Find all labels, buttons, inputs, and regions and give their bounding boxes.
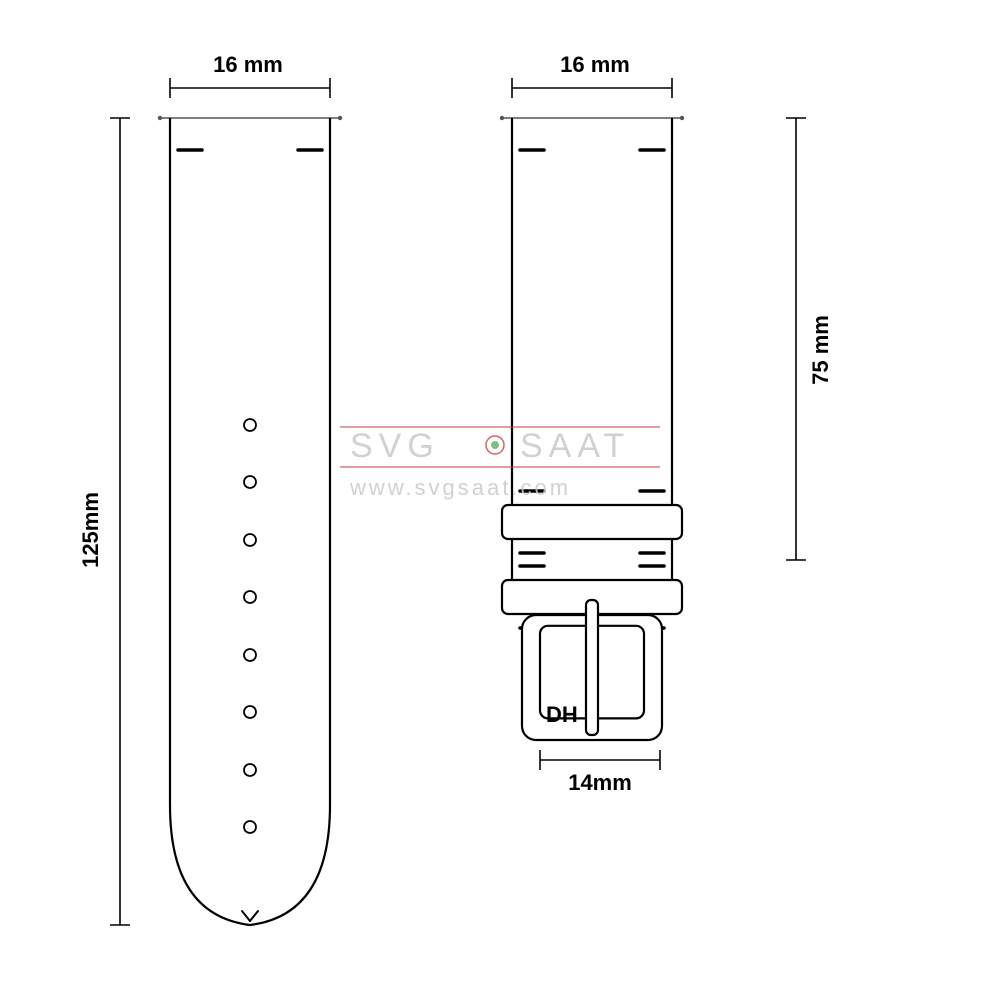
strap-keeper xyxy=(502,505,682,539)
punch-hole xyxy=(244,591,256,603)
watermark: SVG SAAT www.svgsaat.com xyxy=(340,427,660,500)
punch-hole xyxy=(244,476,256,488)
punch-hole xyxy=(244,706,256,718)
dim-long-strap-width: 16 mm xyxy=(213,52,283,77)
buckle-brand-label: DH xyxy=(546,702,578,727)
punch-hole xyxy=(244,649,256,661)
dim-long-strap-length: 125mm xyxy=(78,492,103,568)
watermark-brand-right: SAAT xyxy=(520,427,630,465)
dim-short-strap-length: 75 mm xyxy=(808,315,833,385)
long-strap xyxy=(158,116,342,925)
buckle-tongue xyxy=(586,600,598,735)
watermark-brand-left: SVG xyxy=(350,427,440,465)
punch-hole xyxy=(244,419,256,431)
buckle: DH xyxy=(522,600,662,740)
dim-buckle-width: 14mm xyxy=(568,770,632,795)
punch-hole xyxy=(244,821,256,833)
punch-hole xyxy=(244,764,256,776)
watch-strap-technical-drawing: DH SVG SAAT www.svgsaat.com 16 mm 16 mm 14mm 12… xyxy=(0,0,1000,1000)
watermark-url: www.svgsaat.com xyxy=(349,475,571,500)
punch-hole xyxy=(244,534,256,546)
dim-short-strap-width: 16 mm xyxy=(560,52,630,77)
